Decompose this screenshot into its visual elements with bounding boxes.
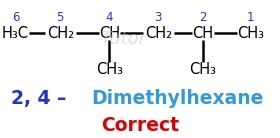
Text: 4: 4 (106, 11, 113, 24)
Text: CH: CH (99, 26, 120, 41)
Text: 5: 5 (57, 11, 64, 24)
Text: Tutor: Tutor (100, 30, 146, 48)
Text: Dimethylhexane: Dimethylhexane (91, 89, 263, 108)
Text: CH₃: CH₃ (190, 62, 216, 76)
Text: H₃C: H₃C (2, 26, 29, 41)
Text: 1: 1 (247, 11, 254, 24)
Text: 3: 3 (155, 11, 162, 24)
Text: CH₃: CH₃ (237, 26, 264, 41)
Text: 2: 2 (199, 11, 207, 24)
Text: 6: 6 (12, 11, 19, 24)
Text: CH: CH (192, 26, 214, 41)
Text: Correct: Correct (101, 116, 179, 135)
Text: CH₂: CH₂ (47, 26, 74, 41)
Text: CH₃: CH₃ (96, 62, 123, 76)
Text: CH₂: CH₂ (145, 26, 172, 41)
Text: 2, 4 –: 2, 4 – (11, 89, 73, 108)
